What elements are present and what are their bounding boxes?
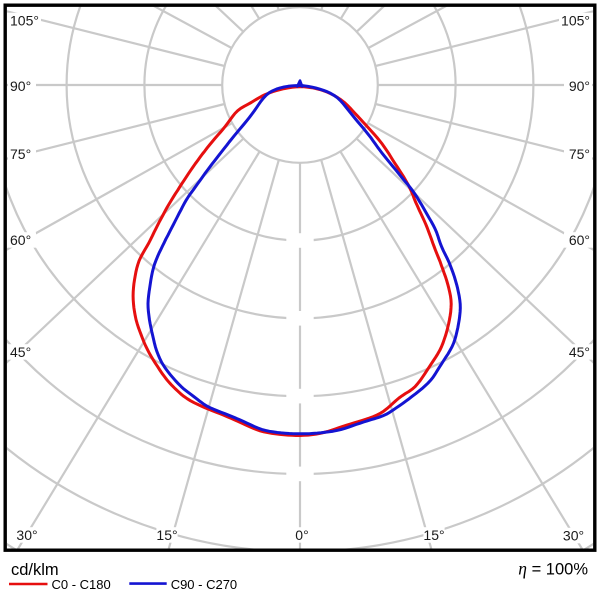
svg-text:75°: 75° (569, 146, 590, 162)
svg-text:45°: 45° (10, 344, 31, 360)
svg-text:45°: 45° (569, 344, 590, 360)
svg-text:30°: 30° (16, 527, 37, 543)
svg-text:105°: 105° (10, 13, 39, 29)
svg-text:0°: 0° (295, 527, 308, 543)
svg-text:90°: 90° (10, 78, 31, 94)
svg-text:cd/klm: cd/klm (11, 561, 59, 579)
svg-text:30°: 30° (563, 528, 584, 544)
svg-text:η = 100%: η = 100% (518, 559, 588, 579)
svg-text:15°: 15° (423, 527, 444, 543)
svg-text:60°: 60° (569, 232, 590, 248)
svg-text:90°: 90° (569, 78, 590, 94)
svg-text:C90 - C270: C90 - C270 (171, 577, 237, 592)
svg-text:105°: 105° (561, 13, 590, 29)
svg-text:15°: 15° (156, 527, 177, 543)
svg-text:60°: 60° (10, 232, 31, 248)
svg-text:C0 - C180: C0 - C180 (52, 577, 111, 592)
svg-text:75°: 75° (10, 146, 31, 162)
